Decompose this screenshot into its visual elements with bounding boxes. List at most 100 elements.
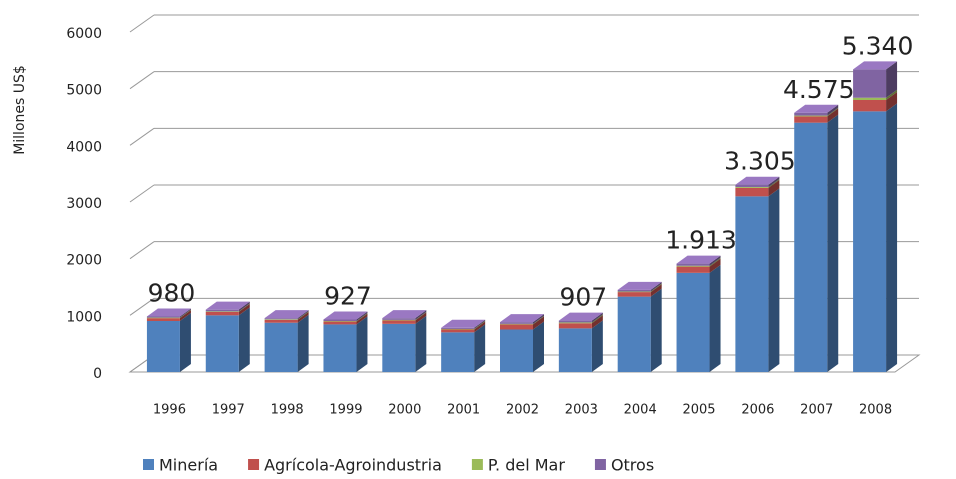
bar-side — [238, 303, 250, 316]
bar-segment — [794, 116, 828, 123]
y-tick-label: 0 — [93, 366, 102, 382]
bar-side — [591, 315, 603, 329]
grid-line-side — [129, 241, 155, 260]
bar-segment — [735, 186, 769, 188]
bar-side — [179, 308, 191, 318]
bar-side — [768, 188, 780, 372]
bar-side — [768, 179, 780, 197]
bar-segment — [146, 321, 180, 372]
bar-segment — [264, 322, 298, 372]
x-tick-label: 2002 — [506, 403, 539, 418]
total-label: 980 — [148, 278, 196, 307]
bar-segment — [441, 328, 475, 330]
bar-segment — [558, 320, 592, 323]
bar-side — [709, 255, 721, 266]
bar-top — [794, 104, 839, 113]
bar-segment — [617, 292, 651, 297]
bar-side — [650, 288, 662, 372]
bar-side — [238, 307, 250, 372]
bar-segment — [500, 324, 533, 330]
bar-side — [474, 321, 486, 333]
bar-top — [735, 176, 780, 185]
bar-segment — [617, 289, 651, 292]
bar-segment — [558, 328, 592, 372]
bar-top — [500, 314, 544, 323]
bar-segment — [676, 263, 710, 266]
y-tick-label: 3000 — [66, 196, 102, 212]
x-tick-label: 2000 — [388, 403, 421, 418]
bar-segment — [441, 329, 475, 333]
bar-side — [650, 284, 662, 297]
x-tick-label: 1997 — [212, 403, 245, 418]
bar-segment — [382, 318, 416, 320]
legend-label: Otros — [611, 456, 654, 475]
bar-side — [179, 313, 191, 372]
grid-line-side — [129, 71, 155, 90]
total-label: 1.913 — [665, 226, 737, 255]
bar-side — [297, 311, 309, 320]
bar-segment — [794, 115, 828, 117]
x-tick-label: 2006 — [741, 403, 774, 418]
y-tick-label: 5000 — [66, 83, 102, 99]
bar-segment — [794, 122, 828, 373]
bar-side — [709, 258, 721, 273]
bar-side — [591, 312, 603, 323]
total-label: 4.575 — [783, 75, 855, 104]
legend-swatch — [594, 459, 606, 470]
legend-swatch — [248, 459, 260, 470]
bar-segment — [323, 321, 357, 322]
bar-top — [264, 310, 309, 319]
bar-segment — [558, 322, 592, 324]
bar-side — [297, 311, 309, 323]
bar-segment — [205, 315, 239, 372]
legend-swatch — [471, 459, 483, 470]
bar-top — [146, 308, 191, 317]
grid-line-side — [129, 184, 155, 203]
bar-segment — [558, 323, 592, 329]
bar-segment — [735, 187, 769, 197]
legend-label: P. del Mar — [488, 456, 565, 475]
bar-top — [441, 319, 486, 328]
bar-top — [323, 311, 368, 320]
bar-side — [591, 314, 603, 324]
bar-top — [853, 61, 898, 70]
x-tick-label: 2004 — [624, 403, 657, 418]
bar-side — [356, 316, 368, 372]
bar-top — [676, 255, 721, 264]
bar-side — [591, 320, 603, 372]
bar-segment — [323, 319, 357, 321]
bar-side — [297, 314, 309, 372]
bar-segment — [264, 318, 298, 320]
bar-segment — [676, 265, 710, 267]
bar-side — [768, 178, 780, 188]
bar-top — [558, 312, 603, 321]
bar-side — [415, 312, 427, 324]
bar-side — [768, 176, 780, 187]
grid-line-side — [129, 127, 155, 146]
bar-side — [533, 314, 544, 324]
bar-segment — [264, 319, 298, 320]
bar-side — [886, 92, 898, 112]
bar-segment — [500, 322, 533, 324]
legend-label: Agrícola-Agroindustria — [264, 456, 442, 475]
bar-segment — [146, 317, 180, 319]
y-tick-label: 4000 — [66, 139, 102, 155]
bar-side — [827, 107, 839, 117]
x-tick-label: 2001 — [447, 403, 480, 418]
x-tick-label: 2008 — [859, 403, 892, 418]
bar-side — [356, 313, 368, 322]
x-tick-label: 1999 — [329, 403, 362, 418]
bar-top — [617, 281, 662, 290]
bar-side — [474, 324, 486, 372]
bar-side — [356, 311, 368, 321]
bar-side — [886, 61, 898, 98]
bar-side — [533, 315, 544, 325]
bar-segment — [853, 97, 887, 100]
bar-side — [886, 89, 898, 100]
bar-segment — [853, 69, 887, 98]
bar-top — [382, 310, 427, 319]
bar-top — [205, 301, 250, 310]
bar-segment — [853, 100, 887, 112]
total-label: 3.305 — [724, 147, 796, 176]
